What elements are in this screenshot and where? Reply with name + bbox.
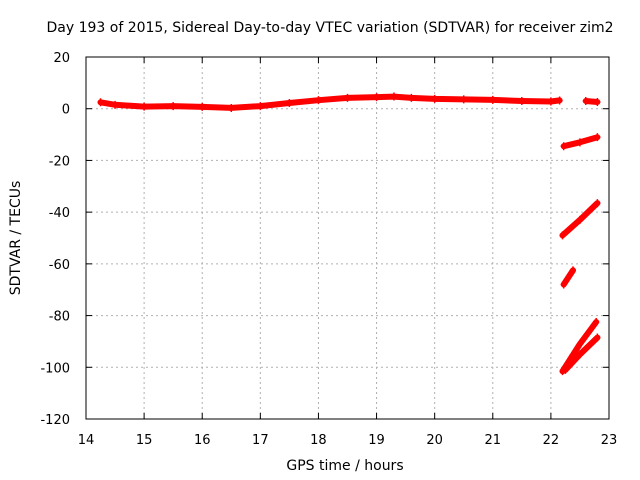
x-tick-label: 17 [252, 433, 269, 448]
data-point [582, 96, 589, 105]
grid [86, 57, 609, 419]
data-point [199, 102, 206, 111]
y-tick-label: 0 [62, 103, 70, 118]
x-tick-label: 20 [426, 433, 443, 448]
x-tick-label: 19 [368, 433, 385, 448]
data-point [141, 102, 148, 111]
data-point [373, 93, 380, 102]
y-tick-label: -20 [49, 154, 70, 169]
series-4-trace [560, 267, 576, 288]
data-point [576, 350, 583, 359]
data-point [431, 94, 438, 103]
data-point [286, 99, 293, 108]
data-point [560, 280, 567, 289]
data-point [460, 95, 467, 104]
x-tick-label: 15 [136, 433, 153, 448]
data-point [560, 142, 567, 151]
data-point [518, 96, 525, 105]
data-point [569, 266, 576, 275]
tick-marks [85, 56, 610, 420]
data-point [408, 93, 415, 102]
data-point [547, 97, 554, 106]
plot-frame [85, 56, 610, 420]
data-point [112, 100, 119, 109]
data-point [170, 102, 177, 111]
x-tick-label: 16 [194, 433, 211, 448]
data-point [556, 96, 563, 105]
x-tick-label: 21 [485, 433, 502, 448]
data-point [315, 96, 322, 105]
x-tick-label: 14 [78, 433, 95, 448]
data-point [97, 98, 104, 107]
data-point [594, 333, 601, 342]
data-point [576, 215, 583, 224]
chart-title: Day 193 of 2015, Sidereal Day-to-day VTE… [47, 20, 614, 36]
data-point [562, 365, 569, 374]
x-tick-label: 23 [601, 433, 618, 448]
data-point [559, 231, 566, 240]
y-tick-label: -120 [40, 413, 70, 428]
x-axis-label: GPS time / hours [286, 458, 403, 474]
y-tick-label: -60 [49, 258, 70, 273]
data-point [344, 93, 351, 102]
y-tick-label: -40 [49, 206, 70, 221]
data-point [576, 138, 583, 147]
y-axis-label: SDTVAR / TECUs [8, 181, 24, 296]
data-series [97, 92, 601, 376]
y-tick-label: 20 [53, 51, 70, 66]
data-point [594, 97, 601, 106]
data-point [594, 133, 601, 142]
y-tick-label: -100 [40, 361, 70, 376]
data-point [257, 102, 264, 111]
x-tick-label: 18 [310, 433, 327, 448]
data-point [576, 340, 583, 349]
data-point [390, 92, 397, 101]
y-tick-labels: 20 0 -20 -40 -60 -80 -100 -120 [40, 51, 70, 428]
data-point [594, 199, 601, 208]
x-tick-label: 22 [543, 433, 560, 448]
data-point [228, 103, 235, 112]
data-point [489, 95, 496, 104]
x-tick-labels: 14 15 16 17 18 19 20 21 22 23 [78, 433, 618, 448]
series-0-trace [97, 93, 563, 111]
data-point [593, 318, 600, 327]
y-tick-label: -80 [49, 310, 70, 325]
